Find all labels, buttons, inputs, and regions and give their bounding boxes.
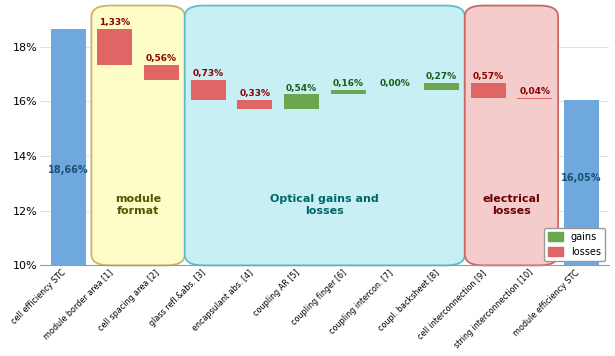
FancyBboxPatch shape xyxy=(184,6,465,265)
Text: 0,04%: 0,04% xyxy=(519,87,550,96)
Bar xyxy=(331,90,365,94)
Bar xyxy=(517,98,552,99)
Bar xyxy=(50,28,85,265)
Text: electrical
losses: electrical losses xyxy=(483,194,541,216)
Text: 18,66%: 18,66% xyxy=(48,165,89,175)
Text: 0,16%: 0,16% xyxy=(333,79,363,88)
Text: 0,33%: 0,33% xyxy=(239,89,270,98)
Text: 0,57%: 0,57% xyxy=(472,72,504,81)
Text: 0,56%: 0,56% xyxy=(146,54,177,63)
Text: 0,27%: 0,27% xyxy=(426,72,457,81)
Bar xyxy=(191,80,226,100)
Bar xyxy=(470,83,506,98)
Bar xyxy=(284,94,319,109)
Bar xyxy=(144,65,179,80)
Legend: gains, losses: gains, losses xyxy=(544,228,605,261)
Bar xyxy=(97,28,132,65)
Bar xyxy=(424,83,459,90)
FancyBboxPatch shape xyxy=(92,6,184,265)
Text: 0,00%: 0,00% xyxy=(379,79,410,88)
Text: 0,73%: 0,73% xyxy=(192,69,224,78)
Text: Optical gains and
losses: Optical gains and losses xyxy=(271,194,379,216)
Text: module
format: module format xyxy=(115,194,161,216)
FancyBboxPatch shape xyxy=(465,6,558,265)
Bar xyxy=(237,100,272,109)
Text: 0,54%: 0,54% xyxy=(286,84,317,93)
Bar xyxy=(564,100,599,265)
Text: 16,05%: 16,05% xyxy=(561,173,601,183)
Text: 1,33%: 1,33% xyxy=(99,17,130,27)
